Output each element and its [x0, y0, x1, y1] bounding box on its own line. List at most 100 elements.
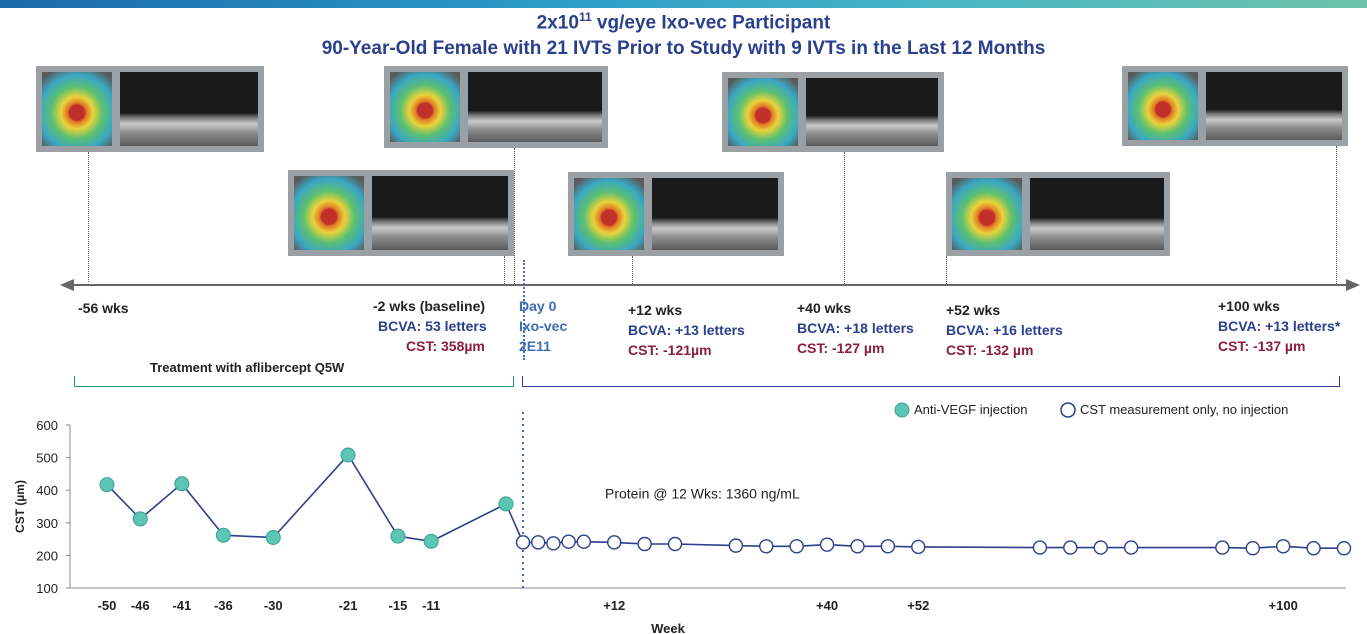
y-tick-label: 500: [36, 451, 58, 466]
measurement-point: [911, 539, 926, 555]
measurement-point: [1275, 539, 1291, 554]
label-plus12: +12 wks: [628, 302, 683, 318]
injection-point: [174, 476, 190, 492]
legend-marker-injection: [894, 402, 910, 418]
x-tick-label: -30: [264, 598, 283, 613]
oct-image-plus40: [722, 72, 944, 152]
bcva-plus52: BCVA: +16 letters: [946, 322, 1063, 338]
connector-line: [844, 152, 845, 284]
measurement-point: [819, 537, 835, 552]
cst-plus52: CST: -132 µm: [946, 342, 1034, 358]
x-tick-label: +52: [907, 598, 929, 613]
cst-minus2: CST: 358µm: [406, 338, 485, 354]
injection-point: [340, 447, 356, 463]
legend-label-injection: Anti-VEGF injection: [914, 402, 1028, 417]
x-tick-label: +12: [603, 598, 625, 613]
chart-subtitle: 90-Year-Old Female with 21 IVTs Prior to…: [321, 38, 1046, 59]
measurement-point: [561, 534, 576, 549]
treatment-label: Treatment with aflibercept Q5W: [150, 360, 345, 375]
bcva-plus40: BCVA: +18 letters: [797, 320, 914, 336]
measurement-point: [667, 536, 683, 552]
measurement-point: [637, 536, 652, 552]
bcva-minus2: BCVA: 53 letters: [378, 318, 487, 334]
timeline-arrow: [60, 279, 1360, 291]
cst-plus100: CST: -137 µm: [1218, 338, 1306, 354]
y-tick-label: 200: [36, 548, 58, 563]
label-day0: Day 0: [519, 298, 557, 314]
connector-line: [88, 152, 89, 282]
oct-image-minus56: [36, 66, 264, 152]
oct-image-plus100: [1122, 66, 1348, 146]
label-minus56: -56 wks: [78, 300, 129, 316]
cst-plus40: CST: -127 µm: [797, 340, 885, 356]
injection-point: [390, 528, 406, 544]
x-tick-label: -15: [389, 598, 408, 613]
measurement-point: [759, 539, 774, 554]
cst-series-line: [106, 453, 1344, 550]
protein-annotation: Protein @ 12 Wks: 1360 ng/mL: [605, 485, 800, 501]
connector-line: [504, 256, 505, 284]
connector-line: [632, 256, 633, 284]
chart-title: 2x1011 vg/eye Ixo-vec Participant: [536, 10, 831, 34]
x-tick-label: -50: [98, 598, 117, 613]
connector-line: [946, 256, 947, 284]
day0-line: [523, 260, 525, 360]
measurement-point: [1063, 540, 1078, 555]
x-tick-label: -36: [214, 598, 233, 613]
y-tick-label: 300: [36, 516, 58, 531]
top-gradient-bar: [0, 0, 1367, 8]
measurement-point: [531, 535, 546, 550]
injection-point: [99, 477, 115, 493]
y-axis-label: CST (µm): [13, 480, 27, 533]
x-tick-label: +40: [816, 598, 838, 613]
measurement-point: [1032, 540, 1048, 555]
measurement-point: [1306, 541, 1321, 556]
measurement-point: [850, 539, 865, 554]
connector-line: [514, 148, 515, 284]
measurement-point: [607, 535, 622, 550]
y-tick-label: 100: [36, 581, 58, 596]
injection-point: [132, 511, 148, 527]
measurement-point: [1215, 540, 1230, 555]
measurement-point: [728, 538, 744, 553]
injection-point: [498, 496, 514, 512]
measurement-point: [1336, 541, 1352, 556]
label-ixovec: Ixo-vec: [519, 318, 568, 334]
label-plus52: +52 wks: [946, 302, 1001, 318]
label-dose: 2E11: [519, 338, 551, 354]
oct-image-minus2: [384, 66, 608, 148]
ixovec-bracket: [522, 376, 1340, 387]
chart-axes: 100 200 300 400 500 600 -50 -46 -41 -36 -30 -21 -15-…: [13, 412, 1346, 634]
measurement-point: [789, 539, 804, 554]
measurement-point: [1123, 540, 1139, 555]
label-minus2: -2 wks (baseline): [373, 298, 486, 314]
y-tick-label: 400: [36, 483, 58, 498]
measurement-point: [880, 539, 896, 554]
x-axis-label: Week: [651, 621, 685, 634]
label-plus100: +100 wks: [1218, 298, 1280, 314]
measurement-point: [515, 535, 531, 550]
x-tick-label: -46: [131, 598, 150, 613]
measurement-point: [576, 534, 592, 549]
x-tick-label: -41: [172, 598, 191, 613]
measurement-point: [1093, 540, 1108, 555]
bcva-plus100: BCVA: +13 letters*: [1218, 318, 1341, 334]
legend-label-measurement: CST measurement only, no injection: [1080, 402, 1289, 417]
cst-chart: 100 200 300 400 500 600 -50 -46 -41 -36 -30 -21 -15-…: [13, 412, 1352, 634]
oct-image-plus12: [568, 172, 784, 256]
measurement-point: [546, 536, 561, 551]
label-plus40: +40 wks: [797, 300, 852, 316]
x-tick-label: +100: [1269, 598, 1298, 613]
injection-point: [215, 527, 231, 543]
chart-marks: [99, 447, 1352, 556]
y-tick-label: 600: [36, 418, 58, 433]
cst-plus12: CST: -121µm: [628, 342, 712, 358]
oct-image-plus52: [946, 172, 1170, 256]
injection-point: [265, 529, 281, 545]
connector-line: [1336, 146, 1337, 284]
x-tick-label: -11: [422, 598, 440, 613]
bcva-plus12: BCVA: +13 letters: [628, 322, 745, 338]
aflibercept-bracket: [74, 376, 514, 387]
oct-image-baseline: [288, 170, 514, 256]
injection-point: [423, 533, 439, 549]
